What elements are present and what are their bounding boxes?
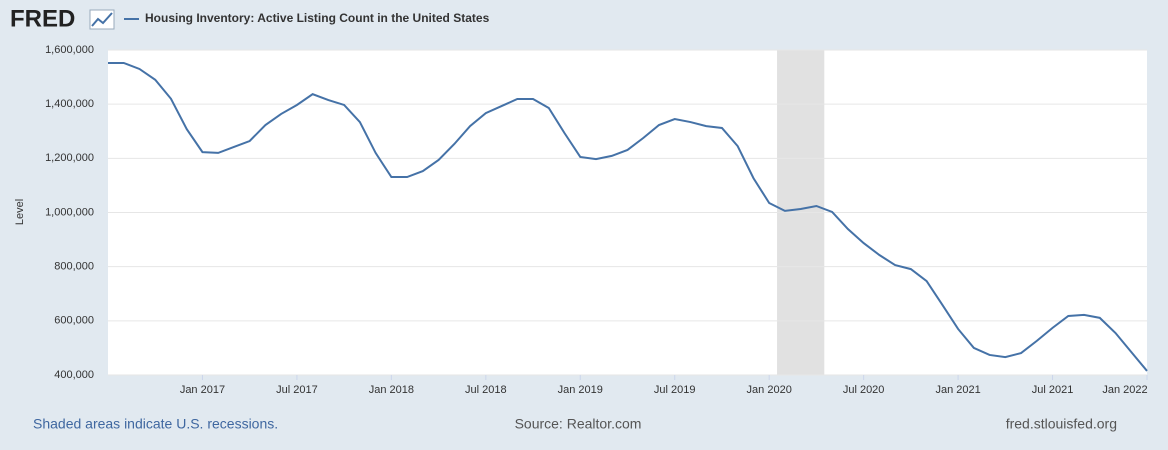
y-tick-label: 1,000,000 [45,206,94,218]
x-tick-label: Jul 2017 [276,384,318,396]
y-tick-label: 1,400,000 [45,98,94,110]
y-tick-label: 1,600,000 [45,44,94,56]
source: Source: Realtor.com [515,416,642,432]
logo-icon [89,9,115,30]
line [108,62,1148,372]
y-tick-label: 800,000 [54,261,94,273]
x-tick-label: Jul 2018 [465,384,507,396]
x-tick-label: Jul 2019 [654,384,696,396]
y-tick-label: 600,000 [54,315,94,327]
x-tick-label: Jul 2020 [843,384,885,396]
recession-note: Shaded areas indicate U.S. recessions. [33,416,278,432]
x-tick-label: Jan 2020 [747,384,792,396]
y-tick-label: 400,000 [54,369,94,381]
x-tick-label: Jan 2017 [180,384,225,396]
y-axis-label: Level [14,199,26,225]
x-tick-label: Jul 2021 [1032,384,1074,396]
x-tick-label: Jan 2018 [369,384,414,396]
y-tick-label: 1,200,000 [45,152,94,164]
logo: FRED [10,5,75,32]
legend-label: Housing Inventory: Active Listing Count … [145,11,490,25]
x-tick-label: Jan 2019 [558,384,603,396]
x-tick-label: Jan 2021 [935,384,980,396]
x-tick-label: Jan 2022 [1102,384,1147,396]
site: fred.stlouisfed.org [1006,416,1117,432]
